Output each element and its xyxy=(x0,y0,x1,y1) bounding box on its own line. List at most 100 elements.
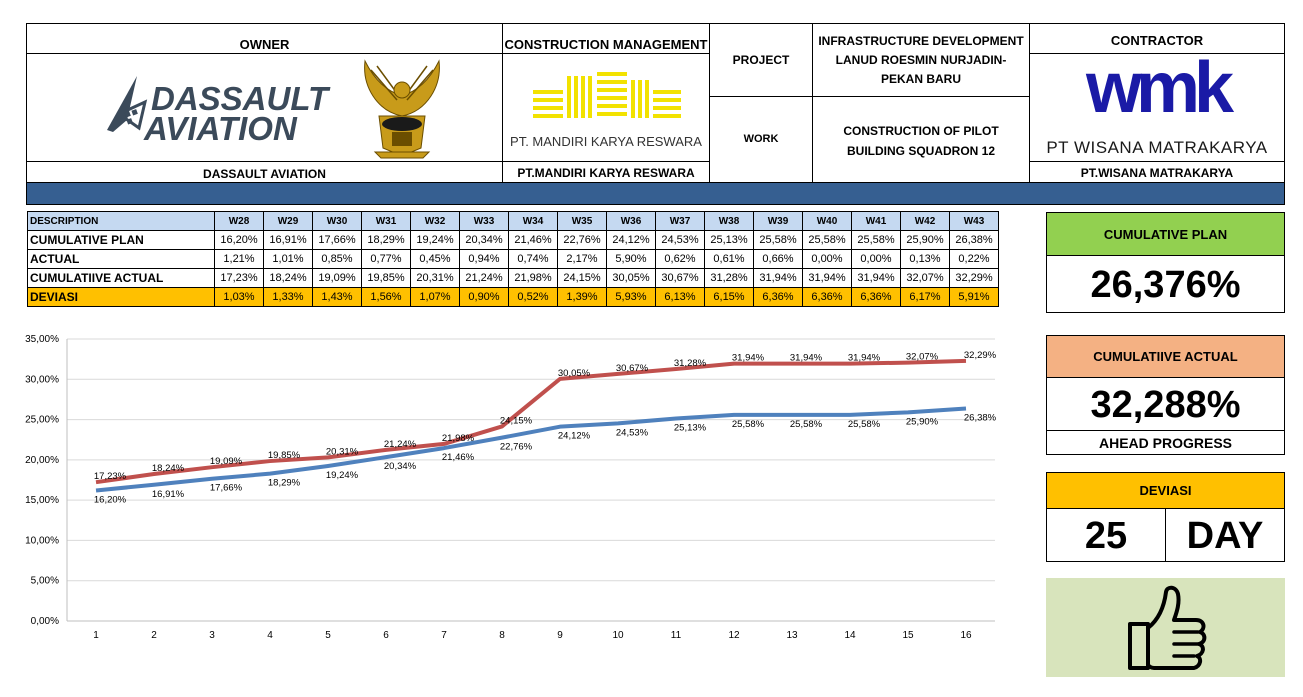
table-cell: 17,23% xyxy=(214,268,264,288)
actual-data-label: 18,24% xyxy=(152,463,185,474)
table-cell: 21,46% xyxy=(508,230,558,250)
header-band xyxy=(26,182,1285,205)
owner-name: DASSAULT AVIATION xyxy=(203,167,326,181)
actual-data-label: 32,29% xyxy=(964,350,997,361)
table-cell: 32,29% xyxy=(949,268,999,288)
week-header: W32 xyxy=(410,211,460,231)
table-cell: 25,58% xyxy=(851,230,901,250)
table-cell: 6,36% xyxy=(753,287,803,307)
table-cell: 1,07% xyxy=(410,287,460,307)
progress-line-chart: 0,00% 5,00% 10,00% 15,00% 20,00% 25,00% 30,00%… xyxy=(25,334,997,641)
row-label: CUMULATIIVE ACTUAL xyxy=(27,268,215,288)
table-cell: 24,15% xyxy=(557,268,607,288)
table-cell: 31,94% xyxy=(753,268,803,288)
dassault-wing-icon xyxy=(107,76,148,132)
owner-logo-cell: DASSAULT AVIATION xyxy=(26,53,503,162)
plan-data-label: 24,12% xyxy=(558,431,591,442)
x-tick-label: 12 xyxy=(728,630,740,641)
work-label-cell: WORK xyxy=(709,96,813,183)
week-header: W31 xyxy=(361,211,411,231)
status-text: AHEAD PROGRESS xyxy=(1098,435,1233,451)
week-header: W43 xyxy=(949,211,999,231)
x-tick-label: 11 xyxy=(671,630,682,641)
table-cell: 24,53% xyxy=(655,230,705,250)
table-cell: 25,58% xyxy=(802,230,852,250)
actual-data-label: 31,94% xyxy=(732,353,765,364)
plan-data-label: 16,20% xyxy=(94,494,127,505)
owner-name-cell: DASSAULT AVIATION xyxy=(26,161,503,183)
actual-data-label: 21,98% xyxy=(442,433,475,444)
y-tick-label: 10,00% xyxy=(25,535,59,546)
x-tick-label: 15 xyxy=(902,630,914,641)
table-row: DEVIASI 1,03% 1,33% 1,43% 1,56% 1,07% 0,90% 0,5… xyxy=(27,287,999,307)
y-tick-label: 25,00% xyxy=(25,415,59,426)
work-value-cell: CONSTRUCTION OF PILOT BUILDING SQUADRON … xyxy=(812,96,1030,183)
table-cell: 24,12% xyxy=(606,230,656,250)
cm-logo-text: PT. MANDIRI KARYA RESWARA xyxy=(510,134,702,149)
table-cell: 16,20% xyxy=(214,230,264,250)
x-tick-label: 13 xyxy=(786,630,798,641)
actual-data-label: 19,85% xyxy=(268,450,301,461)
table-cell: 18,29% xyxy=(361,230,411,250)
actual-value-box: 32,288% xyxy=(1046,377,1285,431)
plan-data-label: 21,46% xyxy=(442,452,475,463)
table-cell: 1,01% xyxy=(263,249,313,269)
table-header-row: DESCRIPTION W28 W29 W30 W31 W32 W33 W34 … xyxy=(27,211,999,231)
actual-value: 32,288% xyxy=(1090,384,1241,426)
actual-data-label: 31,28% xyxy=(674,358,707,369)
week-header: W40 xyxy=(802,211,852,231)
project-value-cell: INFRASTRUCTURE DEVELOPMENT LANUD ROESMIN… xyxy=(812,23,1030,97)
table-cell: 0,94% xyxy=(459,249,509,269)
x-tick-label: 14 xyxy=(844,630,856,641)
deviasi-number: 25 xyxy=(1084,515,1128,557)
table-cell: 5,90% xyxy=(606,249,656,269)
plan-series-line xyxy=(95,406,967,493)
table-cell: 21,24% xyxy=(459,268,509,288)
table-cell: 0,45% xyxy=(410,249,460,269)
y-tick-label: 35,00% xyxy=(25,334,59,345)
contractor-name-cell: PT.WISANA MATRAKARYA xyxy=(1029,161,1285,183)
plan-data-label: 17,66% xyxy=(210,483,243,494)
table-cell: 0,61% xyxy=(704,249,754,269)
table-cell: 19,24% xyxy=(410,230,460,250)
table-cell: 1,39% xyxy=(557,287,607,307)
table-cell: 21,98% xyxy=(508,268,558,288)
week-header: W33 xyxy=(459,211,509,231)
plan-value-box: 26,376% xyxy=(1046,255,1285,313)
table-cell: 1,21% xyxy=(214,249,264,269)
deviasi-unit: DAY xyxy=(1186,515,1264,557)
plan-value: 26,376% xyxy=(1090,264,1241,306)
contractor-label: CONTRACTOR xyxy=(1110,33,1204,48)
table-cell: 0,66% xyxy=(753,249,803,269)
actual-data-label: 31,94% xyxy=(848,353,881,364)
y-tick-label: 0,00% xyxy=(31,616,59,627)
contractor-logo-cell: wmk PT WISANA MATRAKARYA xyxy=(1029,48,1285,162)
table-cell: 22,76% xyxy=(557,230,607,250)
table-cell: 25,58% xyxy=(753,230,803,250)
week-header: W29 xyxy=(263,211,313,231)
deviasi-title-box: DEVIASI xyxy=(1046,472,1285,509)
project-value: INFRASTRUCTURE DEVELOPMENT LANUD ROESMIN… xyxy=(818,34,1024,86)
table-cell: 6,13% xyxy=(655,287,705,307)
description-header: DESCRIPTION xyxy=(27,211,215,231)
table-cell: 6,36% xyxy=(802,287,852,307)
plan-data-label: 26,38% xyxy=(964,412,997,423)
actual-title: CUMULATIIVE ACTUAL xyxy=(1093,349,1238,364)
table-cell: 18,24% xyxy=(263,268,313,288)
table-cell: 32,07% xyxy=(900,268,950,288)
table-cell: 0,85% xyxy=(312,249,362,269)
row-label: CUMULATIVE PLAN xyxy=(27,230,215,250)
plan-data-label: 22,76% xyxy=(500,442,533,453)
x-tick-label: 9 xyxy=(557,630,563,641)
x-tick-label: 7 xyxy=(441,630,447,641)
row-label: DEVIASI xyxy=(27,287,215,307)
cm-name-cell: PT.MANDIRI KARYA RESWARA xyxy=(502,161,710,183)
week-header: W28 xyxy=(214,211,264,231)
cm-logo-cell: PT. MANDIRI KARYA RESWARA xyxy=(502,53,710,162)
x-tick-label: 2 xyxy=(151,630,157,641)
x-tick-label: 5 xyxy=(325,630,331,641)
table-cell: 19,09% xyxy=(312,268,362,288)
table-cell: 31,94% xyxy=(851,268,901,288)
project-label: PROJECT xyxy=(732,53,790,67)
table-cell: 25,13% xyxy=(704,230,754,250)
